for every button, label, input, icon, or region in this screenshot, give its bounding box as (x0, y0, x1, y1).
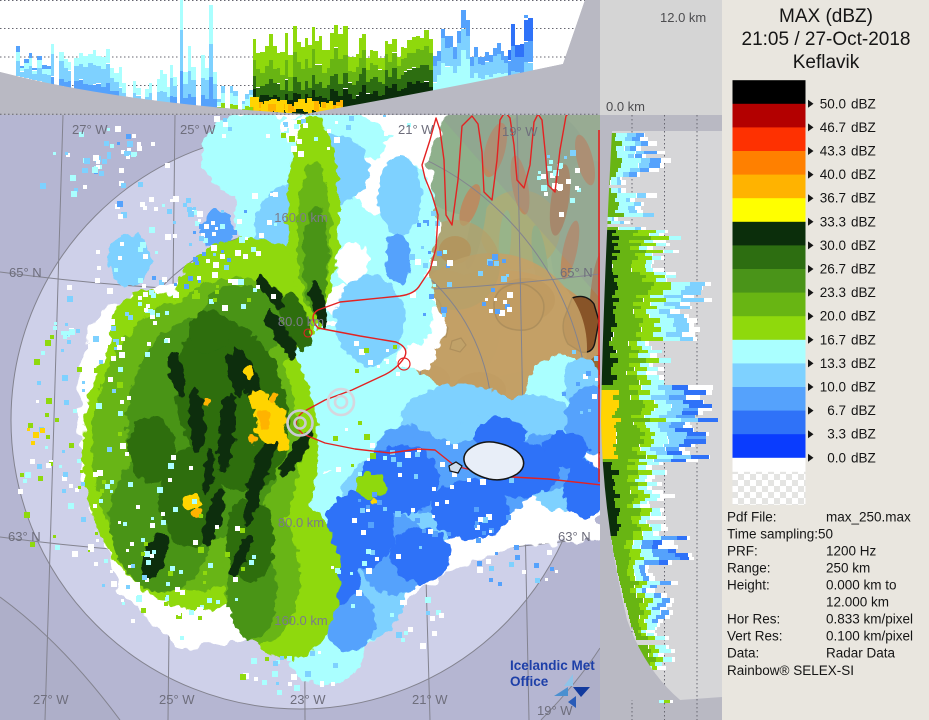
svg-text:30.0: 30.0 (820, 238, 846, 253)
svg-text:46.7: 46.7 (820, 120, 846, 135)
svg-text:25° W: 25° W (159, 692, 195, 707)
svg-text:0.0 km: 0.0 km (606, 99, 645, 114)
svg-text:36.7: 36.7 (820, 191, 846, 206)
svg-text:dBZ: dBZ (851, 144, 876, 159)
svg-text:63° N: 63° N (8, 529, 41, 544)
svg-text:Data:: Data: (727, 646, 759, 661)
svg-text:23.3: 23.3 (820, 285, 846, 300)
svg-text:65° N: 65° N (9, 265, 42, 280)
svg-text:PRF:: PRF: (727, 544, 758, 559)
svg-text:dBZ: dBZ (851, 167, 876, 182)
svg-text:dBZ: dBZ (851, 96, 876, 111)
svg-text:Height:: Height: (727, 578, 770, 593)
svg-text:dBZ: dBZ (851, 191, 876, 206)
svg-text:0.833 km/pixel: 0.833 km/pixel (826, 612, 913, 627)
svg-text:19° W: 19° W (537, 703, 573, 718)
svg-text:63° N: 63° N (558, 529, 591, 544)
svg-text:Pdf File:: Pdf File: (727, 510, 777, 525)
svg-text:33.3: 33.3 (820, 214, 846, 229)
svg-text:dBZ: dBZ (851, 120, 876, 135)
svg-text:1200 Hz: 1200 Hz (826, 544, 877, 559)
svg-text:Time sampling:50: Time sampling:50 (727, 527, 833, 542)
svg-text:6.7: 6.7 (827, 403, 846, 418)
svg-text:160.0 km: 160.0 km (274, 210, 327, 225)
svg-text:Hor Res:: Hor Res: (727, 612, 780, 627)
svg-text:dBZ: dBZ (851, 285, 876, 300)
svg-text:Keflavik: Keflavik (793, 52, 860, 73)
svg-text:dBZ: dBZ (851, 309, 876, 324)
svg-text:dBZ: dBZ (851, 262, 876, 277)
svg-text:dBZ: dBZ (851, 214, 876, 229)
svg-text:40.0: 40.0 (820, 167, 846, 182)
svg-text:Office: Office (510, 674, 549, 689)
svg-text:max_250.max: max_250.max (826, 510, 911, 525)
svg-text:dBZ: dBZ (851, 238, 876, 253)
svg-text:dBZ: dBZ (851, 403, 876, 418)
svg-text:dBZ: dBZ (851, 427, 876, 442)
svg-text:65° N: 65° N (560, 265, 593, 280)
svg-text:0.0: 0.0 (827, 450, 846, 465)
svg-text:43.3: 43.3 (820, 144, 846, 159)
svg-text:21° W: 21° W (412, 692, 448, 707)
svg-text:MAX (dBZ): MAX (dBZ) (779, 6, 873, 27)
svg-text:27° W: 27° W (72, 122, 108, 137)
svg-text:Range:: Range: (727, 561, 771, 576)
svg-text:Vert Res:: Vert Res: (727, 629, 783, 644)
svg-text:160.0 km: 160.0 km (274, 613, 327, 628)
svg-text:80.0 km: 80.0 km (278, 314, 324, 329)
svg-text:dBZ: dBZ (851, 356, 876, 371)
svg-text:21° W: 21° W (398, 122, 434, 137)
svg-text:Radar Data: Radar Data (826, 646, 896, 661)
svg-text:dBZ: dBZ (851, 332, 876, 347)
svg-text:16.7: 16.7 (820, 332, 846, 347)
svg-text:80.0 km: 80.0 km (278, 515, 324, 530)
svg-text:25° W: 25° W (180, 122, 216, 137)
svg-text:250 km: 250 km (826, 561, 870, 576)
svg-text:10.0: 10.0 (820, 380, 846, 395)
svg-text:26.7: 26.7 (820, 262, 846, 277)
svg-text:13.3: 13.3 (820, 356, 846, 371)
svg-text:3.3: 3.3 (827, 427, 846, 442)
svg-text:27° W: 27° W (33, 692, 69, 707)
svg-text:12.000 km: 12.000 km (826, 595, 889, 610)
svg-text:dBZ: dBZ (851, 450, 876, 465)
svg-text:12.0 km: 12.0 km (660, 10, 706, 25)
svg-text:dBZ: dBZ (851, 380, 876, 395)
svg-text:Rainbow® SELEX-SI: Rainbow® SELEX-SI (727, 663, 854, 678)
svg-text:Icelandic Met: Icelandic Met (510, 658, 595, 673)
svg-text:0.100 km/pixel: 0.100 km/pixel (826, 629, 913, 644)
svg-text:0.000 km to: 0.000 km to (826, 578, 897, 593)
svg-text:20.0: 20.0 (820, 309, 846, 324)
svg-text:19° W: 19° W (502, 124, 538, 139)
svg-text:50.0: 50.0 (820, 96, 846, 111)
svg-text:21:05 / 27-Oct-2018: 21:05 / 27-Oct-2018 (742, 29, 911, 50)
svg-text:23° W: 23° W (290, 692, 326, 707)
